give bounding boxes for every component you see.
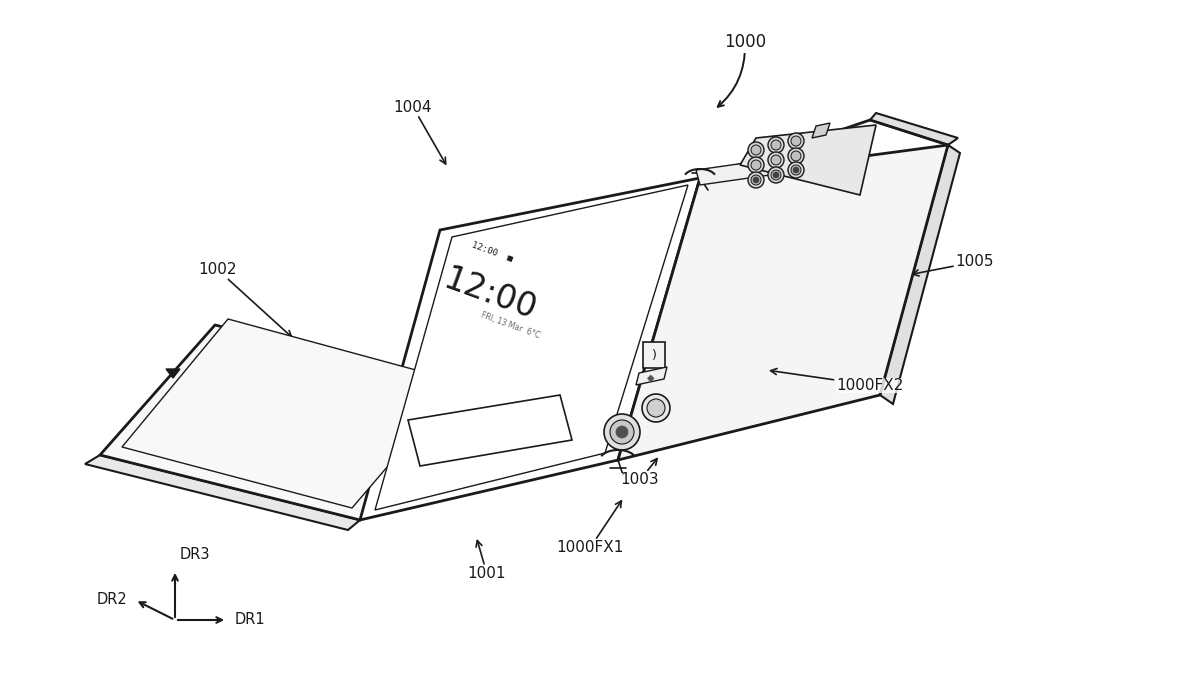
Circle shape bbox=[791, 165, 802, 175]
Circle shape bbox=[748, 142, 764, 158]
Text: 1000FX2: 1000FX2 bbox=[770, 369, 904, 392]
Polygon shape bbox=[812, 123, 830, 138]
Text: DR1: DR1 bbox=[235, 612, 265, 628]
Circle shape bbox=[610, 420, 634, 444]
Circle shape bbox=[768, 152, 784, 168]
Text: 1003: 1003 bbox=[620, 458, 659, 487]
Text: DR2: DR2 bbox=[96, 593, 127, 608]
Circle shape bbox=[754, 177, 760, 183]
Text: ◆: ◆ bbox=[647, 373, 655, 383]
Polygon shape bbox=[408, 395, 572, 466]
Circle shape bbox=[772, 140, 781, 150]
Polygon shape bbox=[85, 455, 360, 530]
Text: 1005: 1005 bbox=[912, 254, 995, 276]
Circle shape bbox=[751, 175, 761, 185]
Circle shape bbox=[788, 162, 804, 178]
Circle shape bbox=[647, 399, 665, 417]
Polygon shape bbox=[880, 145, 960, 404]
Circle shape bbox=[616, 426, 628, 438]
Text: 12:00  ■: 12:00 ■ bbox=[470, 240, 514, 263]
Polygon shape bbox=[636, 367, 667, 385]
Text: 12:00: 12:00 bbox=[439, 263, 541, 327]
Circle shape bbox=[642, 394, 670, 422]
Circle shape bbox=[768, 137, 784, 153]
Text: 1002: 1002 bbox=[199, 263, 292, 337]
Bar bbox=[643, 342, 665, 368]
Text: 1000: 1000 bbox=[724, 33, 766, 51]
Text: DR3: DR3 bbox=[180, 547, 210, 562]
Polygon shape bbox=[696, 150, 840, 185]
Polygon shape bbox=[166, 369, 180, 378]
Polygon shape bbox=[360, 178, 700, 520]
Polygon shape bbox=[100, 325, 475, 520]
Text: ): ) bbox=[652, 348, 656, 362]
Polygon shape bbox=[740, 125, 876, 195]
Circle shape bbox=[772, 155, 781, 165]
Circle shape bbox=[772, 170, 781, 180]
Polygon shape bbox=[870, 113, 958, 145]
Circle shape bbox=[768, 167, 784, 183]
Circle shape bbox=[748, 157, 764, 173]
Polygon shape bbox=[122, 319, 460, 508]
Circle shape bbox=[788, 133, 804, 149]
Text: 1001: 1001 bbox=[468, 541, 506, 581]
Circle shape bbox=[793, 167, 799, 173]
Circle shape bbox=[791, 136, 802, 146]
Circle shape bbox=[604, 414, 640, 450]
Text: 1000FX1: 1000FX1 bbox=[557, 501, 624, 556]
Circle shape bbox=[751, 145, 761, 155]
Circle shape bbox=[748, 172, 764, 188]
Circle shape bbox=[751, 160, 761, 170]
Circle shape bbox=[773, 172, 779, 178]
Text: FRI, 13 Mar  6°C: FRI, 13 Mar 6°C bbox=[479, 310, 541, 340]
Text: 1004: 1004 bbox=[394, 99, 445, 164]
Circle shape bbox=[788, 148, 804, 164]
Polygon shape bbox=[618, 145, 948, 460]
Polygon shape bbox=[374, 185, 688, 510]
Circle shape bbox=[791, 151, 802, 161]
